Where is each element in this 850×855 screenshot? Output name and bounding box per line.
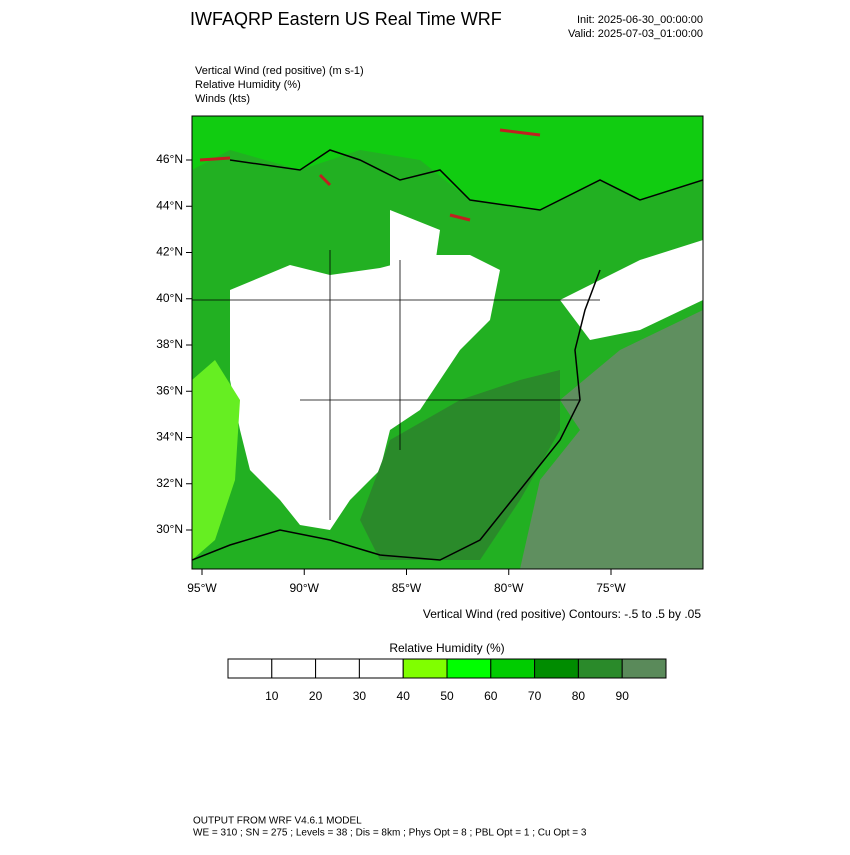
lat-label: 38°N xyxy=(156,337,183,351)
lon-label: 85°W xyxy=(392,581,422,595)
colorbar-box xyxy=(358,658,404,679)
humidity-field xyxy=(192,360,240,560)
lat-label: 36°N xyxy=(156,383,183,397)
colorbar-label: 60 xyxy=(484,689,498,703)
lon-label: 75°W xyxy=(596,581,626,595)
lat-label: 32°N xyxy=(156,476,183,490)
lat-label: 42°N xyxy=(156,245,183,259)
lat-label: 40°N xyxy=(156,291,183,305)
border xyxy=(229,149,703,211)
colorbar-box xyxy=(490,658,536,679)
colorbar-label: 90 xyxy=(616,689,630,703)
colorbar-box xyxy=(227,658,273,679)
humidity-field xyxy=(192,116,703,210)
colorbar-box xyxy=(577,658,623,679)
map-frame xyxy=(191,115,704,570)
title: IWFAQRP Eastern US Real Time WRF xyxy=(190,9,502,29)
dry-region xyxy=(390,210,440,300)
colorbar-label: 80 xyxy=(572,689,586,703)
colorbar-label: 40 xyxy=(397,689,411,703)
colorbar-box xyxy=(621,658,667,679)
lat-label: 34°N xyxy=(156,430,183,444)
map: 46°N 44°N 42°N 40°N 38°N 36°N 34°N 32°N 30°N 95°W… xyxy=(156,115,704,595)
valid-time: Valid: 2025-07-03_01:00:00 xyxy=(568,28,703,40)
field-label: Relative Humidity (%) xyxy=(195,79,301,91)
footer-line: WE = 310 ; SN = 275 ; Levels = 38 ; Dis … xyxy=(193,828,587,839)
colorbar: 10 20 30 40 50 60 70 80 90 xyxy=(227,658,667,703)
vertical-wind xyxy=(199,128,541,222)
colorbar-label: 70 xyxy=(528,689,542,703)
lon-label: 95°W xyxy=(187,581,217,595)
init-time: Init: 2025-06-30_00:00:00 xyxy=(577,14,703,26)
colorbar-box xyxy=(446,658,492,679)
dry-region xyxy=(230,255,500,530)
colorbar-label: 20 xyxy=(309,689,323,703)
colorbar-box xyxy=(315,658,360,679)
footer-line: OUTPUT FROM WRF V4.6.1 MODEL xyxy=(193,816,362,827)
lon-label: 90°W xyxy=(290,581,320,595)
lat-label: 46°N xyxy=(156,152,183,166)
contour-note: Vertical Wind (red positive) Contours: -… xyxy=(423,607,701,621)
coastline xyxy=(192,269,601,561)
colorbar-title: Relative Humidity (%) xyxy=(389,641,504,655)
humidity-field xyxy=(520,310,703,569)
field-label: Vertical Wind (red positive) (m s-1) xyxy=(195,65,364,77)
dry-region xyxy=(560,240,703,340)
state-lines xyxy=(192,250,600,520)
colorbar-box xyxy=(534,658,579,679)
lat-label: 30°N xyxy=(156,522,183,536)
colorbar-label: 10 xyxy=(265,689,279,703)
colorbar-box xyxy=(402,658,448,679)
lat-label: 44°N xyxy=(156,198,183,212)
humidity-field xyxy=(360,370,560,560)
colorbar-label: 50 xyxy=(440,689,454,703)
colorbar-box xyxy=(271,658,317,679)
lon-label: 80°W xyxy=(494,581,524,595)
colorbar-label: 30 xyxy=(353,689,367,703)
field-label: Winds (kts) xyxy=(195,93,250,105)
